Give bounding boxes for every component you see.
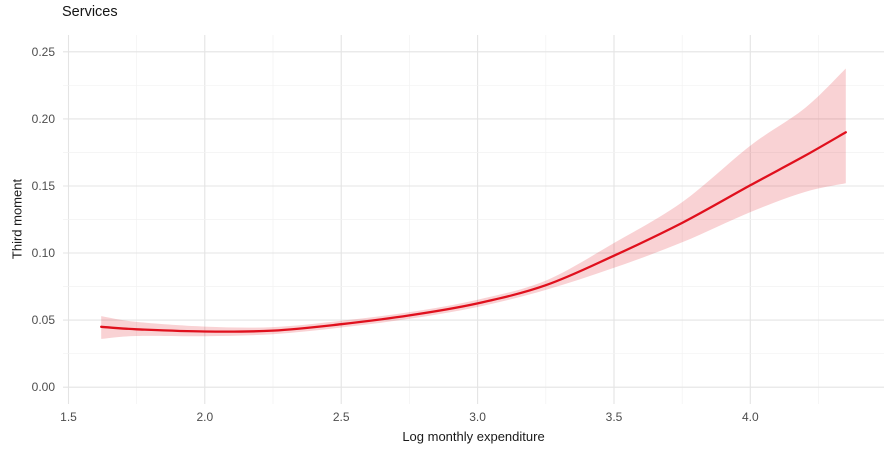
x-tick-label: 2.0 bbox=[196, 410, 213, 424]
y-tick-label: 0.20 bbox=[32, 112, 56, 126]
y-tick-label: 0.10 bbox=[32, 246, 56, 260]
x-tick-label: 1.5 bbox=[60, 410, 77, 424]
y-tick-label: 0.05 bbox=[32, 313, 56, 327]
y-tick-label: 0.25 bbox=[32, 45, 56, 59]
x-tick-label: 2.5 bbox=[333, 410, 350, 424]
chart-title: Services bbox=[62, 4, 118, 20]
confidence-ribbon bbox=[101, 68, 846, 339]
x-tick-label: 3.0 bbox=[469, 410, 486, 424]
trend-line bbox=[100, 131, 847, 333]
x-tick-label: 4.0 bbox=[742, 410, 759, 424]
x-axis-title: Log monthly expenditure bbox=[402, 429, 545, 444]
y-tick-label: 0.15 bbox=[32, 179, 56, 193]
y-tick-label: 0.00 bbox=[32, 380, 56, 394]
x-tick-label: 3.5 bbox=[606, 410, 623, 424]
